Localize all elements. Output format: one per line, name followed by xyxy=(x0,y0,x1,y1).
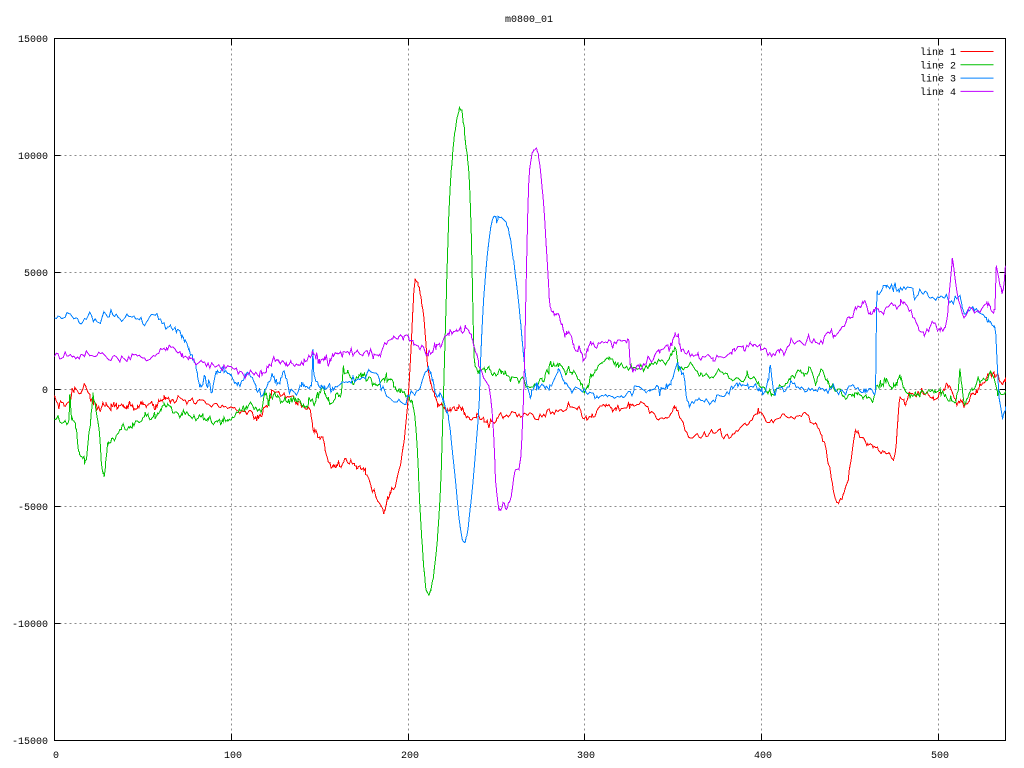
svg-text:10000: 10000 xyxy=(18,152,48,163)
svg-text:15000: 15000 xyxy=(18,35,48,46)
svg-text:200: 200 xyxy=(401,751,419,762)
svg-text:m0800_01: m0800_01 xyxy=(505,15,553,26)
svg-text:5000: 5000 xyxy=(24,269,48,280)
svg-text:100: 100 xyxy=(224,751,242,762)
svg-text:line 4: line 4 xyxy=(920,87,956,99)
svg-text:0: 0 xyxy=(42,386,48,397)
svg-text:line 2: line 2 xyxy=(920,60,956,72)
svg-text:line 3: line 3 xyxy=(920,74,956,86)
svg-text:300: 300 xyxy=(577,751,595,762)
svg-text:500: 500 xyxy=(931,751,949,762)
svg-text:-5000: -5000 xyxy=(18,503,48,514)
svg-text:-10000: -10000 xyxy=(12,620,48,631)
svg-text:400: 400 xyxy=(754,751,772,762)
svg-text:line 1: line 1 xyxy=(920,47,956,59)
svg-text:0: 0 xyxy=(53,751,59,762)
svg-text:-15000: -15000 xyxy=(12,737,48,748)
